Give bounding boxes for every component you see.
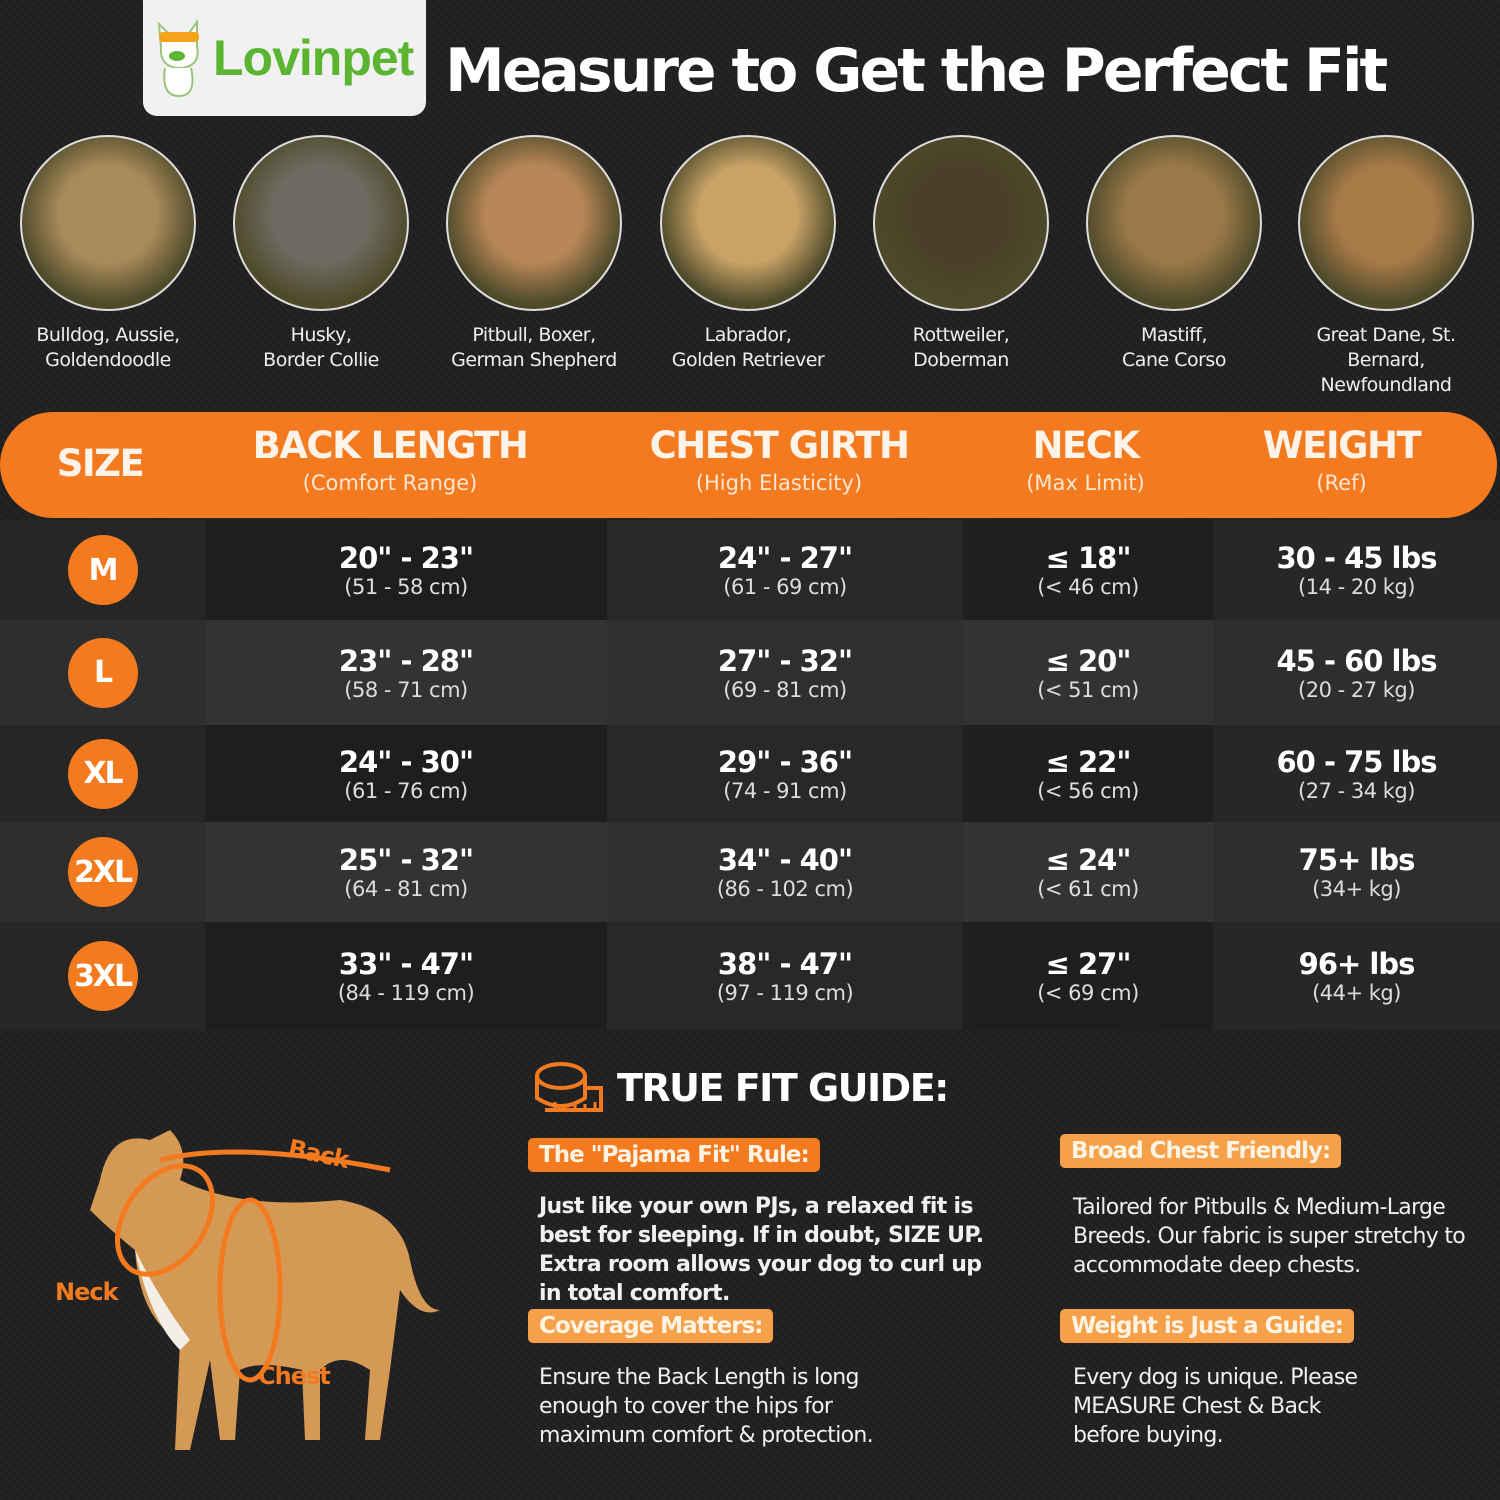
breed-label: Labrador, Golden Retriever <box>671 324 825 371</box>
neck-cell: ≤ 20" (< 51 cm) <box>963 620 1213 725</box>
neck-cell: ≤ 18" (< 46 cm) <box>963 520 1213 620</box>
breed-group: Rottweiler, Doberman <box>855 135 1067 373</box>
guide-text-coverage: Ensure the Back Length is long enough to… <box>539 1365 874 1448</box>
cat-mascot-icon <box>157 18 199 98</box>
label-neck: Neck <box>55 1278 119 1306</box>
breed-label: Mastiff, Cane Corso <box>1122 324 1226 371</box>
chest-cell: 27" - 32" (69 - 81 cm) <box>607 620 963 725</box>
table-header: SIZE BACK LENGTH (Comfort Range) CHEST GI… <box>0 412 1497 518</box>
dog-photo <box>1086 135 1262 311</box>
guide-tag-weight: Weight is Just a Guide: <box>1060 1309 1355 1343</box>
guide-text-pajama-fit: Just like your own PJs, a relaxed fit is… <box>539 1194 984 1306</box>
size-row: 2XL 25" - 32" (64 - 81 cm) 34" - 40" (86 - 1… <box>0 822 1500 922</box>
brand-logo: Lovinpet <box>143 0 426 116</box>
chest-cell: 29" - 36" (74 - 91 cm) <box>607 725 963 822</box>
dog-photo <box>660 135 836 311</box>
size-badge: XL <box>67 738 138 809</box>
breed-group: Pitbull, Boxer, German Shepherd <box>428 135 640 373</box>
size-row: M 20" - 23" (51 - 58 cm) 24" - 27" (61 - 69 … <box>0 520 1500 620</box>
dog-photo <box>873 135 1049 311</box>
chest-cell: 38" - 47" (97 - 119 cm) <box>607 922 963 1030</box>
neck-cell: ≤ 24" (< 61 cm) <box>963 822 1213 922</box>
guide-tag-broad-chest: Broad Chest Friendly: <box>1060 1134 1342 1168</box>
breed-group: Husky, Border Collie <box>215 135 427 373</box>
size-badge: 3XL <box>67 941 138 1011</box>
breed-label: Great Dane, St. Bernard, Newfoundland <box>1316 324 1456 396</box>
weight-cell: 96+ lbs (44+ kg) <box>1213 922 1500 1030</box>
size-cell: 3XL <box>0 922 205 1030</box>
page-title: Measure to Get the Perfect Fit <box>445 36 1388 106</box>
guide-tag-pajama-fit: The "Pajama Fit" Rule: <box>528 1138 820 1172</box>
brand-name: Lovinpet <box>213 30 414 86</box>
back-cell: 20" - 23" (51 - 58 cm) <box>205 520 607 620</box>
size-cell: XL <box>0 725 205 822</box>
chest-cell: 24" - 27" (61 - 69 cm) <box>607 520 963 620</box>
guide-tag-coverage: Coverage Matters: <box>528 1309 774 1343</box>
dog-photo <box>233 135 409 311</box>
header-size: SIZE <box>56 442 145 485</box>
breed-label: Rottweiler, Doberman <box>912 324 1010 371</box>
chest-cell: 34" - 40" (86 - 102 cm) <box>607 822 963 922</box>
guide-title: TRUE FIT GUIDE: <box>535 1060 949 1116</box>
weight-cell: 60 - 75 lbs (27 - 34 kg) <box>1213 725 1500 822</box>
header-back-length: BACK LENGTH (Comfort Range) <box>252 424 529 495</box>
size-cell: L <box>0 620 205 725</box>
weight-cell: 75+ lbs (34+ kg) <box>1213 822 1500 922</box>
weight-cell: 45 - 60 lbs (20 - 27 kg) <box>1213 620 1500 725</box>
header-chest-girth: CHEST GIRTH (High Elasticity) <box>649 424 910 495</box>
size-badge: L <box>67 637 138 708</box>
breed-group: Mastiff, Cane Corso <box>1068 135 1280 373</box>
back-cell: 23" - 28" (58 - 71 cm) <box>205 620 607 725</box>
back-cell: 33" - 47" (84 - 119 cm) <box>205 922 607 1030</box>
breed-label: Bulldog, Aussie, Goldendoodle <box>36 324 180 371</box>
weight-cell: 30 - 45 lbs (14 - 20 kg) <box>1213 520 1500 620</box>
size-cell: M <box>0 520 205 620</box>
guide-text-weight: Every dog is unique. Please MEASURE Ches… <box>1073 1365 1358 1448</box>
dog-photo <box>1298 135 1474 311</box>
back-cell: 24" - 30" (61 - 76 cm) <box>205 725 607 822</box>
size-row: L 23" - 28" (58 - 71 cm) 27" - 32" (69 - 81 … <box>0 620 1500 725</box>
neck-cell: ≤ 27" (< 69 cm) <box>963 922 1213 1030</box>
back-cell: 25" - 32" (64 - 81 cm) <box>205 822 607 922</box>
size-row: XL 24" - 30" (61 - 76 cm) 29" - 36" (74 - 91… <box>0 725 1500 822</box>
header-weight: WEIGHT (Ref) <box>1262 424 1422 495</box>
dog-photo <box>446 135 622 311</box>
dog-photo <box>20 135 196 311</box>
header-neck: NECK (Max Limit) <box>1026 424 1145 495</box>
guide-text-broad-chest: Tailored for Pitbulls & Medium-Large Bre… <box>1073 1195 1466 1278</box>
dog-measurement-diagram <box>90 1130 440 1450</box>
size-badge: M <box>67 535 138 605</box>
breed-label: Pitbull, Boxer, German Shepherd <box>451 324 617 371</box>
size-cell: 2XL <box>0 822 205 922</box>
breed-group: Great Dane, St. Bernard, Newfoundland <box>1280 135 1492 398</box>
size-badge: 2XL <box>67 837 138 907</box>
breed-label: Husky, Border Collie <box>263 324 379 371</box>
breed-group: Labrador, Golden Retriever <box>642 135 854 373</box>
neck-cell: ≤ 22" (< 56 cm) <box>963 725 1213 822</box>
tape-measure-icon <box>535 1062 603 1112</box>
size-row: 3XL 33" - 47" (84 - 119 cm) 38" - 47" (97 - … <box>0 922 1500 1030</box>
label-chest: Chest <box>258 1362 331 1390</box>
breed-group: Bulldog, Aussie, Goldendoodle <box>2 135 214 373</box>
